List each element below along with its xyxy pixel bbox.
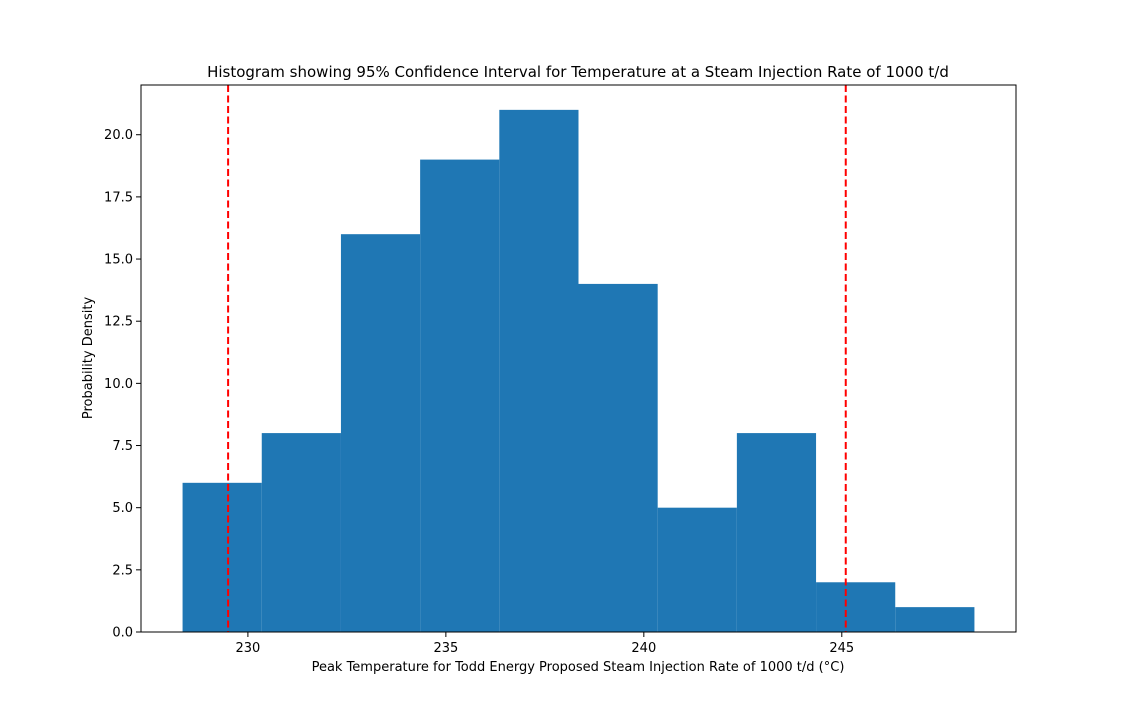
y-axis-label: Probability Density	[81, 297, 96, 420]
histogram-bar	[895, 607, 975, 632]
x-tick-label: 245	[829, 641, 854, 656]
confidence-interval-lines	[227, 85, 847, 632]
y-tick-label: 17.5	[104, 190, 133, 205]
x-tick-label: 230	[235, 641, 260, 656]
histogram-bar	[182, 482, 262, 632]
x-axis-label: Peak Temperature for Todd Energy Propose…	[312, 660, 845, 675]
histogram-bars	[182, 109, 975, 632]
y-tick-label: 10.0	[104, 377, 133, 392]
histogram-bar	[499, 109, 579, 632]
y-tick-label: 2.5	[112, 563, 133, 578]
histogram-bar	[340, 234, 421, 632]
histogram-bar	[578, 283, 658, 632]
histogram-bar	[420, 159, 500, 632]
chart-title: Histogram showing 95% Confidence Interva…	[207, 63, 949, 81]
y-tick-label: 5.0	[112, 501, 133, 516]
histogram-bar	[261, 433, 341, 632]
histogram-bar	[736, 433, 817, 632]
y-tick-label: 12.5	[104, 315, 133, 330]
x-axis-ticks: 230 235 240 245	[235, 632, 854, 656]
y-tick-label: 7.5	[112, 439, 133, 454]
y-tick-label: 0.0	[112, 626, 133, 641]
x-tick-label: 240	[631, 641, 656, 656]
histogram-bar	[816, 582, 896, 632]
y-tick-label: 20.0	[104, 128, 133, 143]
plot-area-frame	[140, 84, 1017, 633]
histogram-bar	[657, 507, 737, 632]
x-tick-label: 235	[433, 641, 458, 656]
y-axis-ticks: 0.0 2.5 5.0 7.5 10.0 12.5 15.0 17.5 20.0	[104, 128, 141, 641]
y-tick-label: 15.0	[104, 253, 133, 268]
